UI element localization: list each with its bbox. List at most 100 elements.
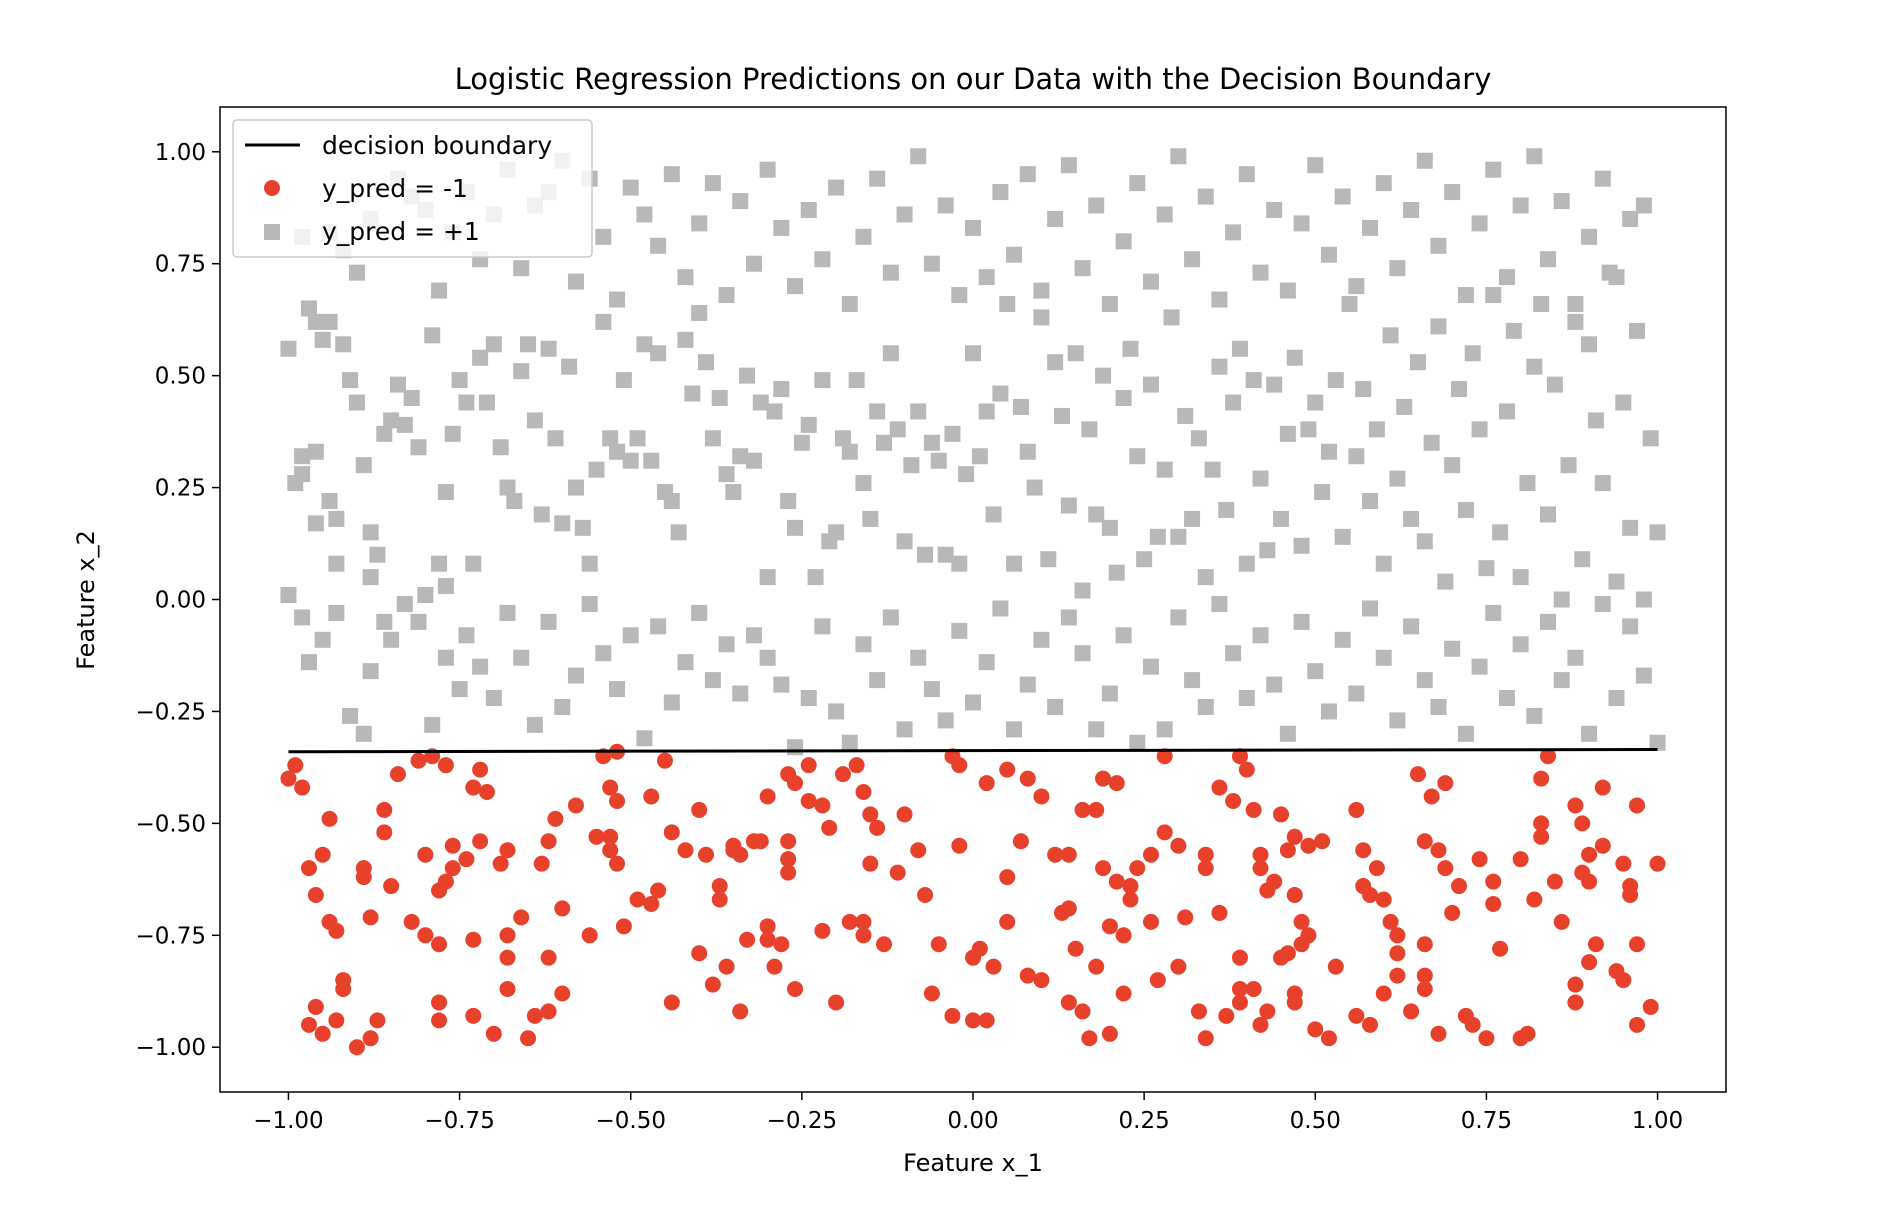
point-positive-60 [636,336,653,353]
point-positive-231 [567,667,584,684]
point-positive-336 [663,166,680,183]
point-positive-29 [431,555,448,572]
point-negative-111 [930,936,947,953]
point-positive-162 [1334,528,1351,545]
point-positive-156 [1293,537,1310,554]
point-negative-180 [1259,1003,1276,1020]
point-positive-373 [1170,148,1187,165]
point-negative-48 [540,949,557,966]
point-positive-184 [1485,287,1502,304]
point-negative-168 [1293,913,1310,930]
point-negative-152 [1170,958,1187,975]
point-negative-121 [978,775,995,792]
point-positive-55 [602,430,619,447]
legend: decision boundary y_pred = -1 y_pred = +… [232,119,593,258]
point-negative-91 [780,851,797,868]
point-negative-4 [307,887,324,903]
point-negative-68 [643,895,660,912]
point-positive-21 [376,425,393,442]
point-positive-81 [780,493,797,509]
point-positive-298 [1485,604,1502,621]
legend-square-swatch [264,224,280,240]
point-positive-198 [1581,336,1598,353]
point-positive-199 [1587,412,1604,429]
point-positive-205 [1629,322,1646,339]
x-tick-label-6: 0.50 [1290,1108,1341,1134]
point-positive-102 [923,434,940,451]
point-positive-53 [588,461,605,478]
point-positive-117 [1026,479,1043,496]
point-negative-122 [999,761,1016,778]
point-positive-242 [718,636,735,653]
point-negative-140 [1122,878,1139,895]
point-negative-227 [1574,815,1591,832]
point-positive-296 [1457,725,1474,742]
point-negative-224 [1546,873,1563,890]
point-negative-188 [1348,801,1365,818]
x-tick-label-3: −0.25 [767,1108,837,1134]
point-negative-47 [554,900,571,917]
point-positive-25 [403,390,420,407]
point-negative-132 [1067,940,1084,957]
point-positive-379 [1252,264,1269,281]
point-negative-139 [1122,891,1139,908]
point-positive-263 [1006,721,1023,738]
point-positive-23 [389,376,406,393]
point-negative-158 [1231,748,1248,765]
point-positive-290 [1375,649,1392,666]
point-positive-249 [814,618,831,635]
point-negative-37 [472,833,489,850]
point-positive-362 [1019,166,1036,183]
point-positive-259 [951,622,968,639]
point-positive-70 [704,430,721,447]
point-positive-170 [1389,470,1406,487]
point-positive-22 [383,412,400,429]
point-positive-185 [1492,524,1509,541]
point-positive-209 [294,609,311,626]
point-positive-405 [1608,269,1625,286]
point-negative-198 [1403,1003,1420,1020]
point-positive-188 [1512,569,1529,586]
point-negative-213 [1471,851,1488,868]
point-negative-162 [1273,806,1290,823]
point-positive-113 [999,296,1016,312]
point-negative-103 [869,819,886,836]
point-positive-337 [677,269,694,286]
point-positive-247 [787,739,804,756]
point-negative-243 [1629,936,1646,953]
point-positive-115 [1012,398,1029,415]
point-positive-383 [1307,157,1324,174]
point-positive-118 [1033,309,1050,326]
point-negative-2 [294,779,311,796]
point-positive-16 [348,394,365,411]
point-negative-204 [1416,833,1433,850]
point-positive-306 [1594,595,1611,612]
point-negative-108 [896,806,913,823]
point-positive-152 [1266,376,1283,393]
point-negative-101 [855,784,872,801]
point-positive-329 [567,273,584,290]
point-positive-175 [1423,434,1440,451]
legend-box [232,119,593,258]
point-negative-202 [1430,842,1447,859]
point-positive-40 [499,479,516,496]
point-positive-78 [759,569,776,586]
point-positive-344 [773,219,790,236]
point-positive-282 [1266,676,1283,693]
point-positive-218 [396,595,413,612]
point-positive-203 [1615,394,1632,411]
point-positive-44 [526,412,543,429]
point-negative-223 [1540,748,1557,765]
point-positive-365 [1060,157,1077,174]
point-negative-245 [1642,998,1659,1015]
point-positive-217 [383,631,400,648]
point-positive-57 [615,372,632,389]
point-negative-95 [800,757,817,774]
point-negative-58 [581,927,598,944]
point-positive-214 [355,725,372,742]
point-positive-187 [1505,322,1522,339]
point-positive-73 [725,484,742,501]
point-negative-262 [1375,985,1392,1002]
point-positive-286 [1320,703,1337,720]
